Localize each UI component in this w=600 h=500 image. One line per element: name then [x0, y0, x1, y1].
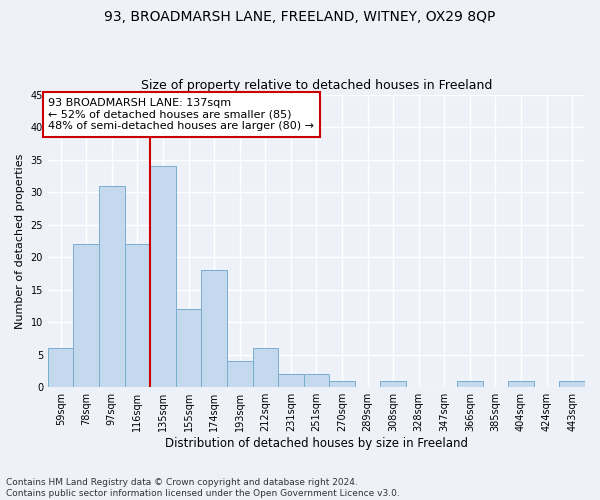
Bar — [457, 380, 482, 387]
Text: Contains HM Land Registry data © Crown copyright and database right 2024.
Contai: Contains HM Land Registry data © Crown c… — [6, 478, 400, 498]
Text: 93, BROADMARSH LANE, FREELAND, WITNEY, OX29 8QP: 93, BROADMARSH LANE, FREELAND, WITNEY, O… — [104, 10, 496, 24]
Bar — [99, 186, 125, 387]
Bar — [253, 348, 278, 387]
Title: Size of property relative to detached houses in Freeland: Size of property relative to detached ho… — [141, 79, 492, 92]
Bar — [329, 380, 355, 387]
Y-axis label: Number of detached properties: Number of detached properties — [15, 153, 25, 328]
Bar — [278, 374, 304, 387]
Bar — [202, 270, 227, 387]
Bar — [73, 244, 99, 387]
X-axis label: Distribution of detached houses by size in Freeland: Distribution of detached houses by size … — [165, 437, 468, 450]
Bar — [150, 166, 176, 387]
Bar — [227, 361, 253, 387]
Bar — [176, 309, 202, 387]
Bar — [508, 380, 534, 387]
Bar — [125, 244, 150, 387]
Bar — [380, 380, 406, 387]
Bar — [559, 380, 585, 387]
Bar — [304, 374, 329, 387]
Bar — [48, 348, 73, 387]
Text: 93 BROADMARSH LANE: 137sqm
← 52% of detached houses are smaller (85)
48% of semi: 93 BROADMARSH LANE: 137sqm ← 52% of deta… — [49, 98, 314, 131]
